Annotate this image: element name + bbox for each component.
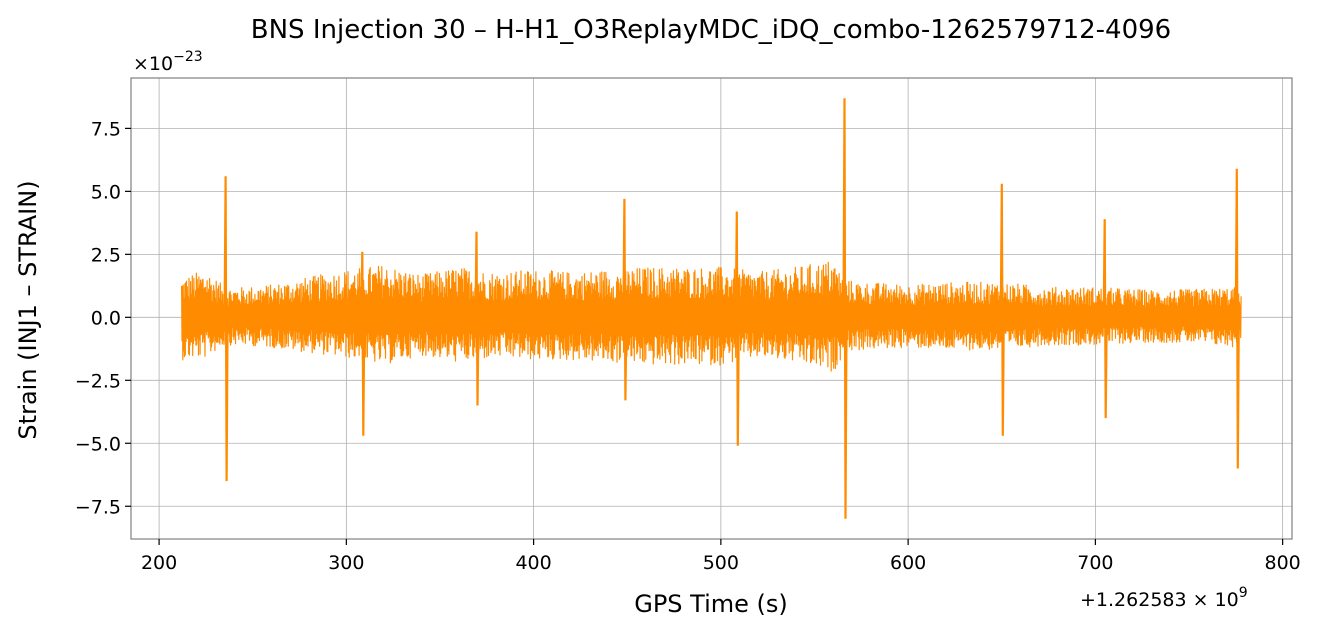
- glitch-spike: [1102, 219, 1108, 419]
- y-tick-label: 2.5: [91, 244, 121, 266]
- y-axis-label: Strain (INJ1 – STRAIN): [14, 180, 42, 439]
- glitch-spike: [474, 231, 480, 406]
- y-tick-label: −2.5: [75, 370, 121, 392]
- x-tick-label: 800: [1265, 552, 1301, 574]
- y-tick-label: −7.5: [75, 496, 121, 518]
- x-tick-label: 500: [703, 552, 739, 574]
- x-tick-label: 200: [141, 552, 177, 574]
- ticks: 200 300 400 500 600 700 800 −7.5 −5.0 −2.5 0.0 2.5 5…: [75, 118, 1301, 574]
- plot-area: [181, 98, 1242, 519]
- x-tick-label: 300: [328, 552, 364, 574]
- y-tick-label: 0.0: [91, 307, 121, 329]
- glitch-spike: [842, 98, 848, 519]
- glitch-spike: [622, 198, 628, 401]
- y-scale-label: ×10−23: [133, 49, 203, 75]
- glitch-spike: [1234, 168, 1240, 469]
- y-tick-label: −5.0: [75, 433, 121, 455]
- x-tick-label: 700: [1077, 552, 1113, 574]
- glitch-spike: [223, 176, 229, 482]
- glitch-spike: [360, 251, 366, 436]
- y-tick-label: 5.0: [91, 181, 121, 203]
- x-tick-label: 600: [890, 552, 926, 574]
- x-tick-label: 400: [515, 552, 551, 574]
- plot-frame: [130, 77, 1293, 540]
- x-offset-label: +1.262583 × 109: [1080, 585, 1248, 611]
- x-axis-label: GPS Time (s): [634, 590, 788, 618]
- strain-series-line: [181, 261, 1242, 372]
- glitch-spike: [734, 211, 740, 446]
- glitch-spike: [999, 183, 1005, 436]
- chart-title: BNS Injection 30 – H-H1_O3ReplayMDC_iDQ_…: [251, 15, 1171, 45]
- y-tick-label: 7.5: [91, 118, 121, 140]
